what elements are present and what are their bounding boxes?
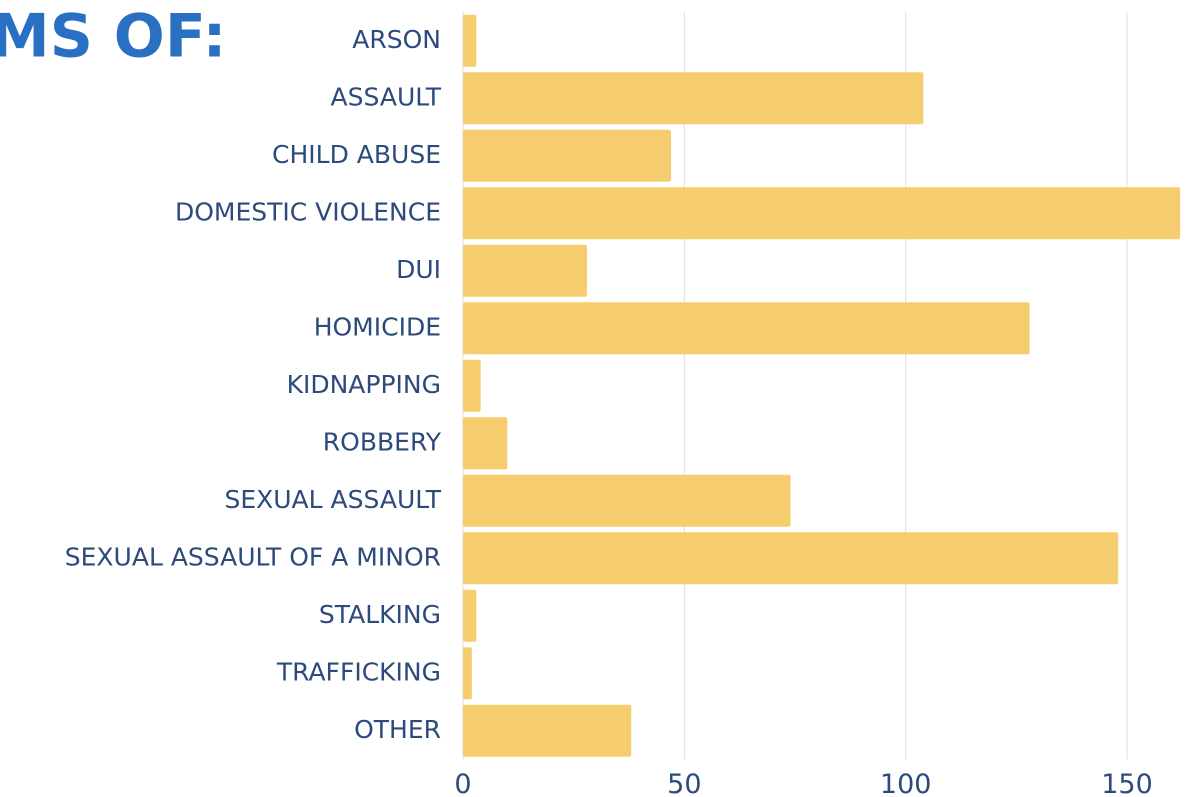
bar: [463, 532, 1119, 585]
y-tick-label: OTHER: [354, 715, 441, 744]
y-tick-label: DOMESTIC VIOLENCE: [175, 197, 441, 226]
y-tick-label: CHILD ABUSE: [272, 140, 441, 169]
bar: [463, 244, 587, 297]
y-tick-label: SEXUAL ASSAULT: [224, 485, 441, 514]
bar: [463, 704, 632, 757]
x-tick-label: 100: [880, 769, 932, 797]
y-tick-label: TRAFFICKING: [276, 657, 441, 686]
y-tick-label: STALKING: [319, 600, 441, 629]
bar: [463, 14, 477, 67]
y-tick-label: ARSON: [352, 25, 441, 54]
bar: [463, 302, 1030, 355]
bar: [463, 589, 477, 642]
bar: [463, 129, 672, 182]
chart-title: MS OF:: [0, 2, 227, 72]
y-tick-label: KIDNAPPING: [287, 370, 441, 399]
bar: [463, 647, 472, 700]
x-tick-label: 150: [1101, 769, 1153, 797]
y-tick-label: ROBBERY: [323, 427, 442, 456]
y-tick-label: ASSAULT: [331, 82, 442, 111]
y-tick-label: HOMICIDE: [314, 312, 441, 341]
x-tick-label: 50: [667, 769, 701, 797]
bar: [463, 72, 924, 125]
bar: [463, 417, 508, 470]
bar: [463, 187, 1181, 240]
bar: [463, 474, 791, 527]
bar: [463, 359, 481, 412]
y-tick-label: DUI: [396, 255, 441, 284]
x-tick-label: 0: [454, 769, 471, 797]
y-tick-label: SEXUAL ASSAULT OF A MINOR: [65, 542, 441, 571]
